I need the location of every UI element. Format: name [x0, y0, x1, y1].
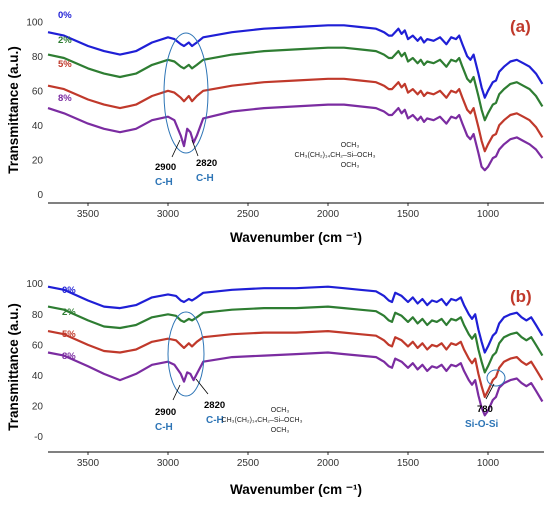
y-axis-title: Transmittance (a.u.)	[6, 46, 21, 174]
x-tick-label: 2500	[237, 458, 260, 469]
annotation-2820-group: C-H	[206, 415, 224, 426]
formula-main: CH₃(CH₂)₁₄CH₂–Si–OCH₃	[295, 152, 376, 159]
series-label-2: 2%	[58, 35, 72, 46]
series-line-5pct	[47, 77, 544, 153]
series-label-8: 8%	[62, 351, 76, 362]
y-tick-label: 100	[26, 279, 43, 290]
series-label-5: 5%	[58, 59, 72, 70]
series-line-8pct	[47, 103, 544, 172]
annotation-arrow-780	[485, 383, 495, 400]
x-axis-title: Wavenumber (cm ⁻¹)	[230, 230, 362, 245]
series-label-0: 0%	[58, 10, 72, 21]
y-tick-label: 100	[26, 17, 43, 28]
series-line-8pct	[47, 351, 544, 417]
chart-panel-b: 3500 3000 2500 2000 1500 1000 -0 20 40 60 80 100 (…	[0, 254, 550, 507]
y-axis-title: Transmittance (a.u.)	[6, 303, 21, 431]
annotation-2820-group: C-H	[196, 173, 214, 184]
si-o-si-ellipse	[486, 369, 506, 387]
x-tick-label: 1500	[397, 209, 420, 220]
series-label-0: 0%	[62, 285, 76, 296]
y-tick-label: -0	[34, 432, 43, 443]
x-tick-label: 3500	[77, 209, 100, 220]
x-axis-title: Wavenumber (cm ⁻¹)	[230, 482, 362, 497]
x-tick-label: 1000	[477, 209, 500, 220]
x-tick-label: 3000	[157, 209, 180, 220]
annotation-2900: 2900	[155, 407, 176, 418]
series-line-0pct	[47, 24, 544, 99]
series-line-5pct	[47, 330, 544, 398]
chart-panel-a: 3500 3000 2500 2000 1500 1000 0 20 40 60 80 100 (a…	[0, 0, 550, 253]
y-tick-label: 20	[32, 155, 44, 166]
x-tick-label: 3000	[157, 458, 180, 469]
formula-top: OCH₃	[271, 407, 290, 414]
annotation-arrow-2900	[171, 139, 181, 158]
annotation-arrow-2900	[172, 384, 181, 401]
y-tick-label: 60	[32, 340, 44, 351]
series-line-0pct	[47, 285, 544, 354]
ch-region-ellipse	[163, 32, 209, 154]
formula-bottom: OCH₃	[341, 162, 360, 169]
y-tick-label: 40	[32, 121, 44, 132]
x-tick-label: 3500	[77, 458, 100, 469]
panel-label: (a)	[510, 17, 531, 36]
x-tick-label: 2500	[237, 209, 260, 220]
annotation-2900: 2900	[155, 162, 176, 173]
series-label-8: 8%	[58, 93, 72, 104]
x-tick-label: 2000	[317, 209, 340, 220]
annotation-2900-group: C-H	[155, 422, 173, 433]
y-tick-label: 60	[32, 86, 44, 97]
annotation-2820: 2820	[204, 400, 225, 411]
panel-label: (b)	[510, 287, 532, 306]
annotation-2900-group: C-H	[155, 177, 173, 188]
ch-region-ellipse	[167, 311, 205, 397]
formula-bottom: OCH₃	[271, 427, 290, 434]
series-line-2pct	[47, 46, 544, 122]
annotation-arrow-2820	[195, 378, 209, 395]
formula-top: OCH₃	[341, 142, 360, 149]
x-tick-label: 1000	[477, 458, 500, 469]
y-tick-label: 20	[32, 402, 44, 413]
annotation-arrow-2820	[191, 139, 199, 157]
y-tick-label: 80	[32, 52, 44, 63]
chart-a-svg: 3500 3000 2500 2000 1500 1000 0 20 40 60 80 100 (a…	[6, 10, 544, 245]
annotation-2820: 2820	[196, 158, 217, 169]
annotation-780: 780	[477, 404, 493, 415]
series-line-2pct	[47, 305, 544, 374]
x-tick-label: 2000	[317, 458, 340, 469]
formula-main: CH₃(CH₂)₁₄CH₂–Si–OCH₃	[222, 417, 303, 424]
annotation-780-group: Si-O-Si	[465, 419, 499, 430]
x-tick-label: 1500	[397, 458, 420, 469]
y-tick-label: 80	[32, 310, 44, 321]
y-tick-label: 40	[32, 371, 44, 382]
chart-b-svg: 3500 3000 2500 2000 1500 1000 -0 20 40 60 80 100 (…	[6, 279, 544, 497]
series-label-2: 2%	[62, 307, 76, 318]
series-label-5: 5%	[62, 329, 76, 340]
y-tick-label: 0	[37, 190, 43, 201]
